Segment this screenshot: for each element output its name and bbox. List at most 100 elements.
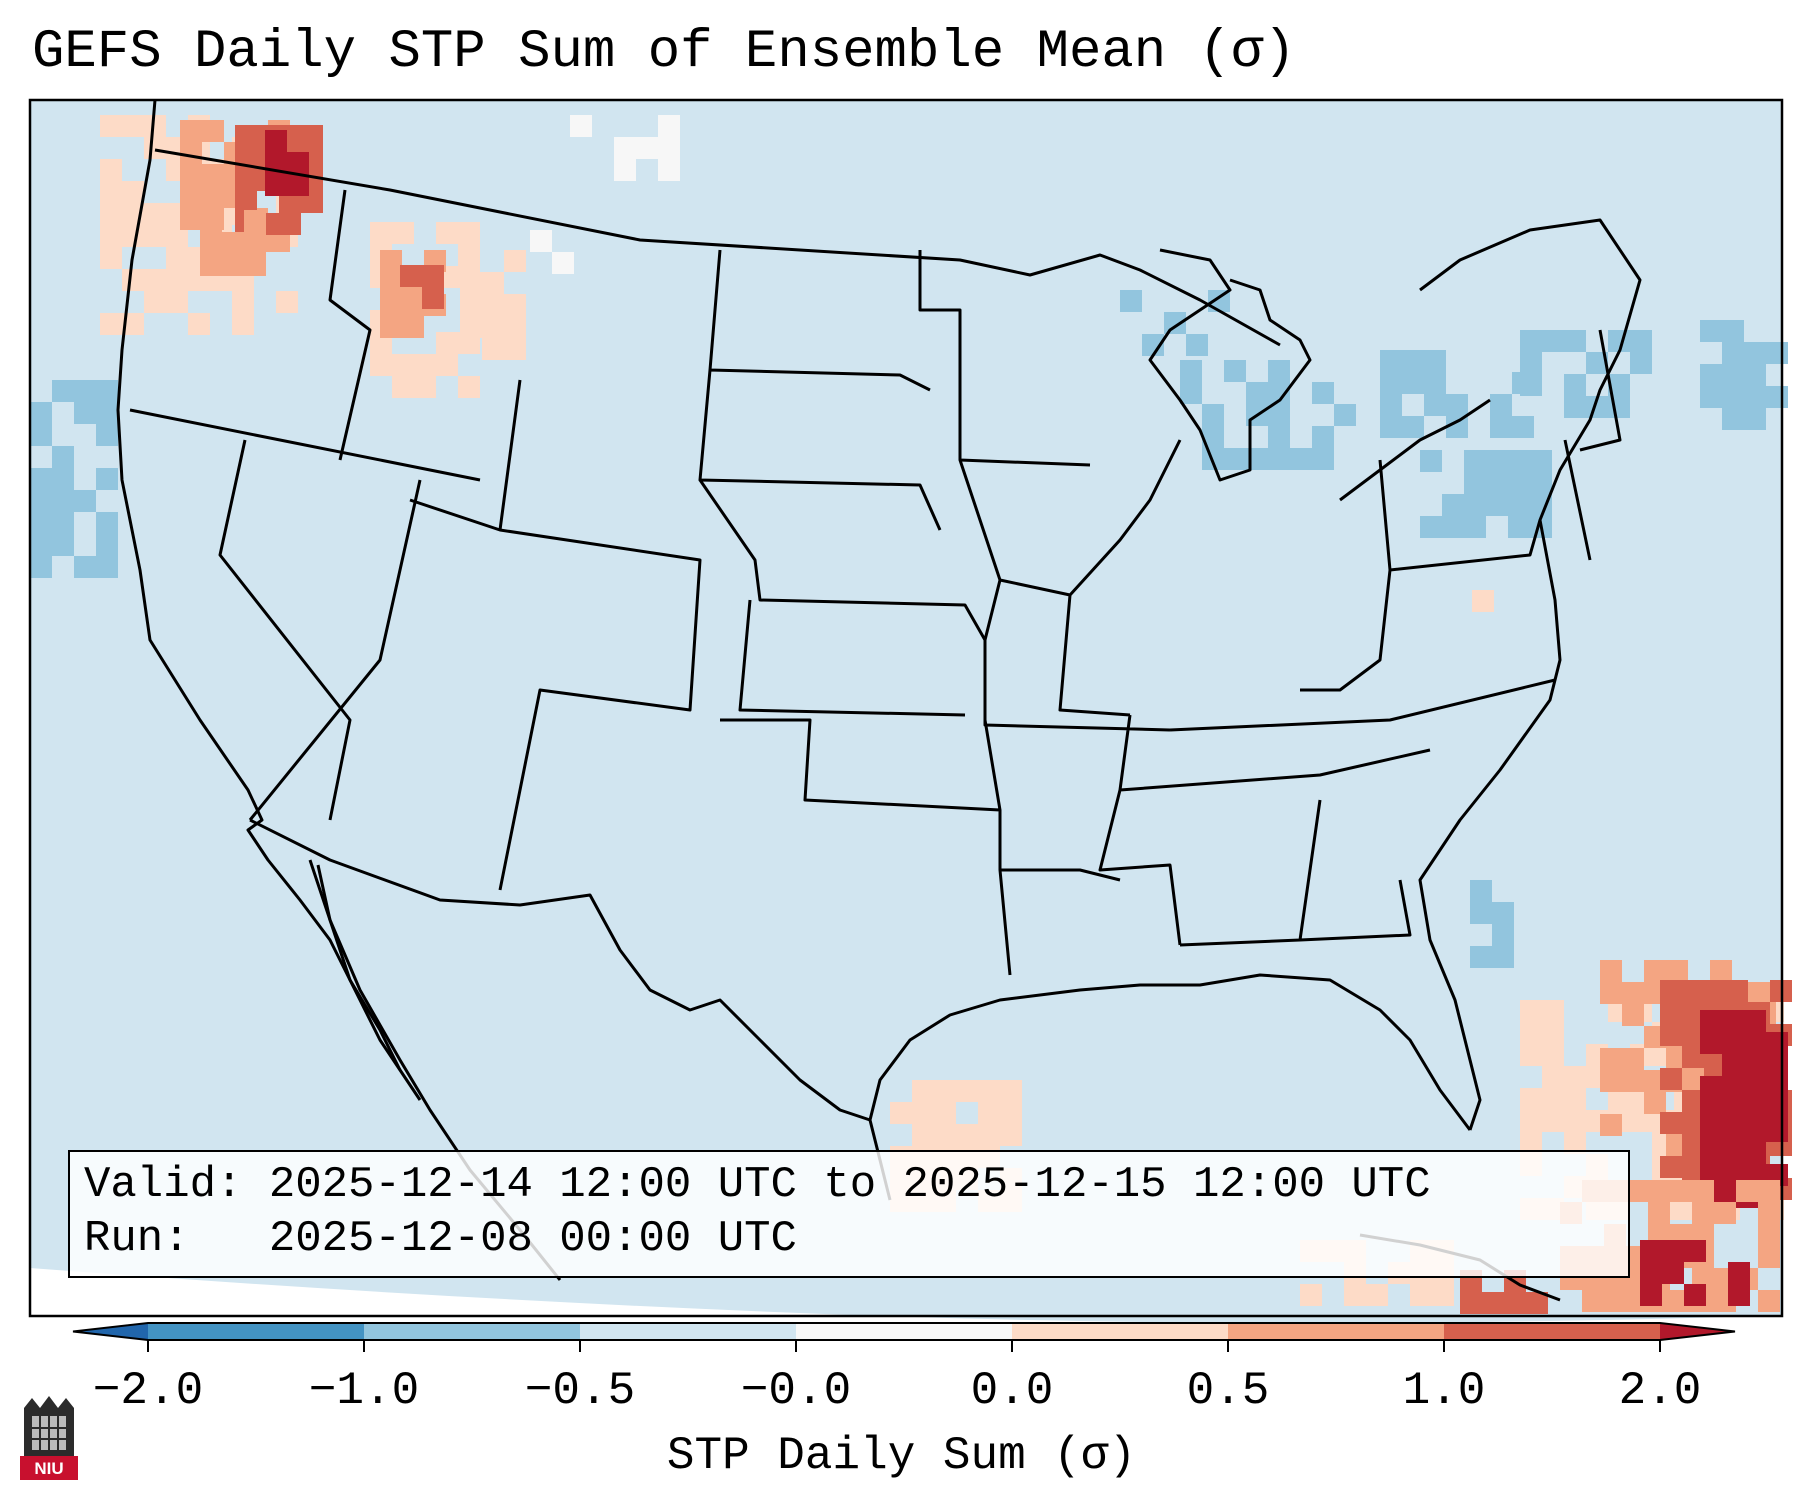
anomaly-cell — [232, 313, 254, 335]
anomaly-cell — [30, 402, 52, 424]
anomaly-cell — [1722, 1076, 1744, 1098]
anomaly-cell — [1744, 1010, 1766, 1032]
anomaly-cell — [100, 181, 122, 203]
colorbar-extend-high — [1660, 1323, 1735, 1340]
anomaly-cell — [96, 556, 118, 578]
anomaly-cell — [402, 316, 424, 338]
anomaly-cell — [1542, 1110, 1564, 1132]
anomaly-cell — [1530, 450, 1552, 472]
colorbar — [72, 1322, 1736, 1352]
anomaly-cell — [1660, 1156, 1682, 1178]
anomaly-cell — [912, 1124, 934, 1146]
anomaly-cell — [1508, 516, 1530, 538]
anomaly-cell — [1630, 1110, 1652, 1132]
anomaly-cell — [1492, 902, 1514, 924]
anomaly-cell — [978, 1102, 1000, 1124]
anomaly-cell — [122, 115, 144, 137]
anomaly-cell — [1644, 960, 1666, 982]
anomaly-cell — [1700, 1010, 1722, 1032]
anomaly-cell — [1312, 382, 1334, 404]
anomaly-cell — [1744, 1054, 1766, 1076]
niu-logo: NIU — [20, 1396, 78, 1480]
anomaly-cell — [1180, 382, 1202, 404]
anomaly-cell — [1682, 1024, 1704, 1046]
anomaly-cell — [200, 254, 222, 276]
anomaly-cell — [1622, 982, 1644, 1004]
anomaly-cell — [1268, 382, 1290, 404]
anomaly-cell — [1402, 350, 1424, 372]
anomaly-cell — [614, 159, 636, 181]
anomaly-cell — [1714, 1202, 1736, 1224]
anomaly-cell — [279, 191, 301, 213]
anomaly-cell — [180, 208, 202, 230]
anomaly-cell — [1604, 1290, 1626, 1312]
anomaly-cell — [1224, 448, 1246, 470]
anomaly-cell — [100, 247, 122, 269]
valid-time-text: Valid: 2025-12-14 12:00 UTC to 2025-12-1… — [84, 1160, 1431, 1210]
anomaly-cell — [1520, 1000, 1542, 1022]
anomaly-cell — [200, 210, 222, 232]
anomaly-cell — [1600, 960, 1622, 982]
anomaly-cell — [1726, 980, 1748, 1002]
anomaly-cell — [222, 232, 244, 254]
anomaly-cell — [1366, 1284, 1388, 1306]
anomaly-cell — [1000, 1124, 1022, 1146]
anomaly-cell — [1526, 1292, 1548, 1314]
anomaly-cell — [1424, 350, 1446, 372]
anomaly-cell — [74, 490, 96, 512]
anomaly-cell — [1608, 374, 1630, 396]
colorbar-bin — [1444, 1323, 1660, 1340]
anomaly-cell — [1186, 334, 1208, 356]
anomaly-cell — [1684, 1240, 1706, 1262]
anomaly-cell — [1600, 1070, 1622, 1092]
anomaly-cell — [1766, 1120, 1788, 1142]
anomaly-cell — [1470, 902, 1492, 924]
anomaly-cell — [287, 152, 309, 174]
anomaly-cell — [100, 115, 122, 137]
anomaly-cell — [380, 250, 402, 272]
anomaly-cell — [235, 169, 257, 191]
gulf-coast — [868, 973, 1472, 1201]
anomaly-cell — [460, 316, 482, 338]
anomaly-cell — [96, 512, 118, 534]
anomaly-cell — [1402, 372, 1424, 394]
colorbar-tick-label: −0.5 — [524, 1365, 636, 1417]
anomaly-cell — [1000, 1080, 1022, 1102]
anomaly-cell — [570, 115, 592, 137]
anomaly-cell — [1722, 408, 1744, 430]
anomaly-cell — [934, 1124, 956, 1146]
anomaly-cell — [1758, 1202, 1780, 1224]
anomaly-cell — [100, 313, 122, 335]
anomaly-cell — [1600, 1114, 1622, 1136]
anomaly-cell — [1564, 1088, 1586, 1110]
anomaly-cell — [1662, 1240, 1684, 1262]
anomaly-cell — [1472, 590, 1494, 612]
anomaly-cell — [1464, 494, 1486, 516]
anomaly-cell — [30, 512, 52, 534]
anomaly-cell — [1582, 1290, 1604, 1312]
anomaly-cell — [1692, 1202, 1714, 1224]
lake-erie-ontario — [1339, 398, 1491, 502]
anomaly-cell — [74, 380, 96, 402]
colorbar-tick-label: −1.0 — [308, 1365, 420, 1417]
anomaly-cell — [1420, 450, 1442, 472]
anomaly-cell — [30, 424, 52, 446]
anomaly-cell — [144, 269, 166, 291]
anomaly-cell — [287, 174, 309, 196]
anomaly-cell — [1512, 416, 1534, 438]
anomaly-cell — [458, 244, 480, 266]
anomaly-cell — [1704, 980, 1726, 1002]
anomaly-cell — [1758, 1224, 1780, 1246]
anomaly-cell — [1766, 1054, 1788, 1076]
anomaly-cell — [1700, 1142, 1722, 1164]
anomaly-cell — [144, 137, 166, 159]
anomaly-cell — [1442, 516, 1464, 538]
anomaly-cell — [1164, 312, 1186, 334]
anomaly-cell — [1640, 1240, 1662, 1262]
anomaly-cell — [1608, 1088, 1630, 1110]
anomaly-cell — [482, 338, 504, 360]
anomaly-cell — [1682, 1090, 1704, 1112]
anomaly-cell — [52, 468, 74, 490]
anomaly-cell — [180, 186, 202, 208]
